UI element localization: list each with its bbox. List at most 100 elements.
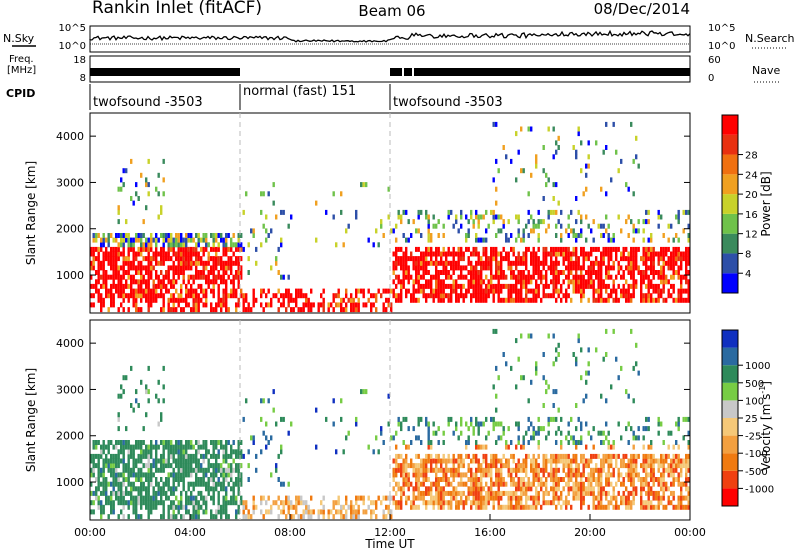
- velocity-cell-985: [402, 467, 405, 473]
- velocity-cell-1862: [602, 463, 605, 469]
- power-cell-1224: [462, 293, 465, 299]
- velocity-cell-1615: [547, 384, 550, 390]
- power-cell-369: [162, 251, 165, 257]
- power-cell-2172: [680, 293, 683, 299]
- power-cell-491: [187, 274, 190, 280]
- power-cell-60: [102, 237, 105, 243]
- velocity-cell-1634: [552, 458, 555, 464]
- velocity-cell-403: [170, 486, 173, 492]
- power-cell-918: [375, 293, 378, 299]
- power-cell-1208: [457, 251, 460, 257]
- power-cell-2168: [677, 219, 680, 225]
- velocity-cell-130: [117, 440, 120, 445]
- velocity-cell-848: [322, 514, 325, 520]
- power-cell-2134: [670, 265, 673, 271]
- power-cell-582: [207, 279, 210, 285]
- velocity-cell-1926: [617, 453, 620, 459]
- power-cell-1201: [457, 297, 460, 303]
- velocity-cell-1024: [415, 504, 418, 510]
- power-cell-1236: [465, 233, 468, 238]
- power-cell-1115: [435, 265, 438, 271]
- power-cell-1395: [500, 288, 503, 294]
- power-cell-920: [377, 288, 380, 294]
- velocity-cell-1116: [435, 467, 438, 473]
- velocity-cell-1112: [435, 486, 438, 492]
- power-cell-484: [185, 242, 188, 248]
- power-cell-1435: [510, 283, 513, 289]
- velocity-cell-1: [90, 500, 93, 506]
- power-cell-850: [322, 297, 325, 303]
- power-cell-540: [197, 283, 200, 289]
- velocity-cell-282: [147, 514, 150, 520]
- power-cell-340: [157, 274, 160, 280]
- velocity-cell-1962: [627, 458, 630, 464]
- power-cell-539: [197, 293, 200, 299]
- power-cell-1378: [495, 186, 498, 192]
- velocity-cell-440: [177, 472, 180, 478]
- velocity-cell-809: [287, 500, 290, 506]
- velocity-cell-700: [235, 514, 238, 520]
- velocity-cell-813: [290, 514, 293, 520]
- power-cell-372: [162, 237, 165, 243]
- power-cell-1617: [550, 293, 553, 299]
- power-cell-326: [155, 283, 158, 289]
- velocity-cell-886: [352, 514, 355, 520]
- velocity-cell-271: [145, 490, 148, 496]
- velocity-cell-1953: [625, 389, 628, 395]
- velocity-cell-2059: [650, 477, 653, 482]
- power-cell-871: [340, 191, 343, 197]
- velocity-cell-113: [115, 463, 118, 469]
- power-cell-593: [210, 270, 213, 275]
- power-cell-356: [160, 246, 163, 252]
- power-cell-847: [320, 293, 323, 299]
- velocity-cell-1503: [525, 500, 528, 506]
- power-cell-1881: [607, 297, 610, 303]
- power-cell-937: [390, 307, 393, 313]
- power-cell-580: [205, 233, 208, 238]
- velocity-cell-662: [225, 495, 228, 501]
- power-cell-1780: [582, 251, 585, 257]
- power-cell-1814: [592, 297, 595, 303]
- power-cell-606: [212, 260, 215, 266]
- velocity-cell-476: [185, 500, 188, 506]
- power-cell-776: [267, 191, 270, 197]
- power-cell-2097: [660, 274, 663, 280]
- velocity-cell-865: [337, 500, 340, 506]
- velocity-cell-543: [197, 467, 200, 473]
- velocity-cell-502: [190, 490, 193, 496]
- power-cell-1514: [527, 297, 530, 303]
- velocity-cell-1820: [592, 472, 595, 478]
- velocity-cell-1965: [627, 393, 630, 399]
- velocity-cell-997: [405, 458, 408, 464]
- velocity-cell-262: [142, 472, 145, 478]
- power-cell-675: [227, 274, 230, 280]
- velocity-cell-1743: [575, 361, 578, 367]
- velocity-cell-795: [280, 481, 283, 487]
- velocity-cell-2167: [677, 444, 680, 450]
- power-cell-538: [197, 297, 200, 303]
- power-cell-522: [195, 307, 198, 313]
- velocity-cell-953: [395, 472, 398, 478]
- velocity-cell-1890: [607, 453, 610, 459]
- power-cell-1276: [475, 270, 478, 275]
- velocity-cell-49: [102, 509, 105, 515]
- power-cell-1077: [427, 293, 430, 299]
- velocity-cell-339: [157, 486, 160, 492]
- power-cell-1973: [630, 256, 633, 262]
- velocity-cell-1642: [555, 495, 558, 501]
- power-cell-1034: [417, 297, 420, 303]
- velocity-cell-2207: [687, 458, 690, 464]
- power-cell-939: [390, 288, 393, 294]
- velocity-cell-1749: [577, 472, 580, 478]
- power-cell-85: [110, 288, 113, 294]
- velocity-cell-590: [210, 509, 213, 515]
- power-cell-1018: [412, 283, 415, 289]
- power-cell-775: [267, 233, 270, 238]
- power-cell-664: [225, 279, 228, 285]
- power-cell-1900: [610, 246, 613, 252]
- velocity-cell-230: [137, 500, 140, 506]
- power-cell-1445: [512, 283, 515, 289]
- power-cell-819: [295, 302, 298, 308]
- velocity-cell-903: [362, 495, 365, 501]
- power-cell-1050: [420, 265, 423, 271]
